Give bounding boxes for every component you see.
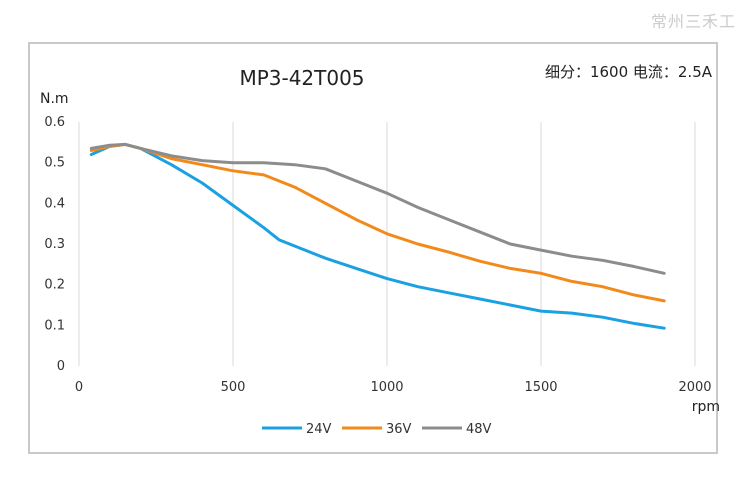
- axis-ticks: 0 500 1000 1500 2000 0 0.1 0.2 0.3 0.4 0.5 0.6: [44, 115, 711, 395]
- y-tick-label-0: 0: [57, 359, 65, 374]
- chart-subtitle: 细分：1600 电流：2.5A: [545, 63, 713, 81]
- series-line-48v: [89, 142, 666, 275]
- y-tick-label-4: 0.4: [44, 196, 65, 211]
- x-tick-label-1: 500: [221, 380, 246, 395]
- series-line-24v: [89, 142, 666, 330]
- y-tick-label-5: 0.5: [44, 156, 65, 171]
- legend-label-24v: 24V: [306, 422, 332, 437]
- series-lines: [89, 142, 666, 330]
- y-tick-label-2: 0.2: [44, 278, 65, 293]
- y-tick-label-3: 0.3: [44, 237, 65, 252]
- y-tick-label-1: 0.1: [44, 318, 65, 333]
- x-tick-label-3: 1500: [524, 380, 557, 395]
- x-axis-label: rpm: [692, 399, 720, 415]
- chart-frame: MP3-42T005 细分：1600 电流：2.5A N.m rpm 0 500 1…: [28, 42, 720, 454]
- y-axis-label: N.m: [40, 91, 69, 107]
- watermark-text: 常州三禾工: [650, 12, 736, 31]
- y-tick-label-6: 0.6: [44, 115, 65, 130]
- x-tick-label-2: 1000: [370, 380, 403, 395]
- chart-title: MP3-42T005: [239, 66, 364, 90]
- legend-label-48v: 48V: [466, 422, 492, 437]
- x-tick-label-0: 0: [75, 380, 83, 395]
- torque-speed-chart: MP3-42T005 细分：1600 电流：2.5A N.m rpm 0 500 1…: [40, 63, 720, 437]
- legend-label-36v: 36V: [386, 422, 412, 437]
- x-tick-label-4: 2000: [678, 380, 711, 395]
- legend: 24V 36V 48V: [262, 422, 492, 437]
